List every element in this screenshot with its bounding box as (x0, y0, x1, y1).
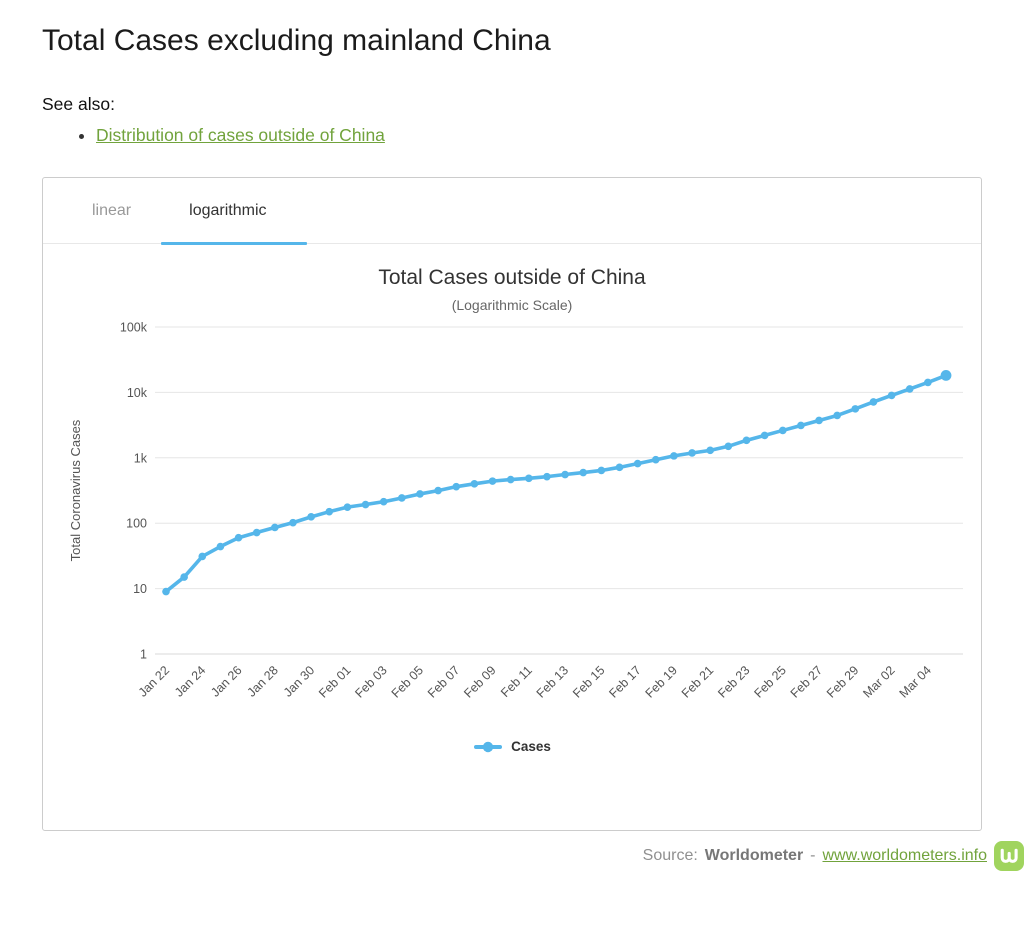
y-tick-label: 10k (127, 386, 148, 400)
x-tick-label: Jan 26 (208, 663, 244, 699)
x-tick-label: Jan 28 (245, 663, 281, 699)
data-point[interactable] (797, 421, 805, 430)
see-also-item: Distribution of cases outside of China (96, 125, 982, 146)
page-title: Total Cases excluding mainland China (42, 24, 551, 57)
data-point[interactable] (651, 455, 660, 464)
y-tick-label: 1 (140, 648, 147, 662)
data-point[interactable] (597, 466, 606, 475)
data-point[interactable] (162, 587, 170, 596)
y-axis-title: Total Coronavirus Cases (68, 419, 83, 561)
x-tick-label: Feb 23 (715, 663, 752, 700)
x-tick-label: Feb 17 (606, 663, 643, 700)
data-point[interactable] (851, 405, 860, 413)
x-tick-label: Feb 21 (679, 663, 716, 700)
chart-subtitle: (Logarithmic Scale) (451, 297, 573, 313)
x-tick-label: Feb 15 (570, 663, 607, 700)
data-point[interactable] (252, 528, 261, 537)
data-point[interactable] (633, 459, 642, 468)
data-point[interactable] (506, 475, 515, 484)
data-point[interactable] (543, 472, 551, 481)
data-point[interactable] (198, 552, 207, 561)
x-tick-label: Feb 13 (534, 663, 571, 700)
y-tick-label: 100 (126, 517, 147, 531)
source-separator: - (810, 847, 816, 864)
data-point[interactable] (434, 486, 442, 495)
data-point[interactable] (815, 416, 823, 425)
y-tick-label: 100k (120, 321, 148, 335)
data-point[interactable] (216, 542, 225, 551)
chart-title: Total Cases outside of China (378, 266, 646, 289)
active-tab-indicator (161, 242, 307, 245)
data-point[interactable] (488, 477, 497, 485)
x-tick-label: Feb 25 (751, 663, 788, 700)
x-tick-label: Feb 19 (643, 663, 680, 700)
data-point[interactable] (724, 442, 733, 451)
data-point[interactable] (670, 452, 678, 460)
see-also-link[interactable]: Distribution of cases outside of China (96, 125, 385, 145)
x-tick-label: Feb 07 (425, 663, 462, 700)
x-tick-label: Feb 27 (788, 663, 825, 700)
y-tick-label: 10 (133, 582, 147, 596)
data-point[interactable] (561, 470, 569, 479)
cases-line (164, 373, 948, 594)
data-point[interactable] (379, 497, 388, 506)
data-point[interactable] (579, 468, 588, 477)
x-tick-label: Feb 11 (498, 663, 535, 700)
x-tick-label: Jan 30 (281, 663, 317, 699)
y-tick-label: 1k (134, 451, 148, 465)
data-point[interactable] (289, 518, 297, 527)
data-point[interactable] (833, 411, 841, 420)
data-point[interactable] (525, 474, 533, 483)
legend-label: Cases (511, 739, 551, 754)
x-tick-label: Mar 02 (860, 663, 897, 700)
x-tick-label: Feb 05 (389, 663, 426, 700)
legend-line-marker-icon (474, 741, 503, 752)
source-label: Source: (642, 847, 698, 864)
data-point[interactable] (688, 449, 696, 457)
chart-card: linear logarithmic Total Cases outside o… (42, 177, 982, 831)
x-tick-label: Jan 24 (172, 663, 208, 699)
data-point[interactable] (778, 426, 787, 435)
see-also-label: See also: (42, 94, 115, 114)
x-tick-label: Feb 09 (461, 663, 498, 700)
source-name: Worldometer (704, 847, 804, 864)
x-tick-label: Mar 04 (897, 663, 934, 700)
legend-item-cases[interactable]: Cases (43, 739, 981, 754)
x-tick-label: Feb 03 (352, 663, 389, 700)
data-point[interactable] (307, 513, 315, 521)
data-point[interactable] (615, 463, 624, 472)
data-point[interactable] (416, 490, 424, 498)
x-tick-label: Feb 01 (316, 663, 353, 700)
worldometer-logo[interactable] (994, 841, 1024, 871)
data-point[interactable] (361, 500, 370, 509)
data-point[interactable] (760, 431, 769, 440)
x-tick-label: Feb 29 (824, 663, 861, 700)
data-point[interactable] (706, 446, 714, 455)
source-link[interactable]: www.worldometers.info (822, 847, 988, 864)
data-point[interactable] (470, 480, 479, 488)
data-point[interactable] (452, 482, 461, 491)
chart-svg: 1 10 100 1k 10k 100k Total Coronavirus Cases Ja… (68, 321, 963, 701)
data-point[interactable] (887, 391, 896, 400)
data-point[interactable] (234, 533, 243, 542)
x-tick-label: Jan 22 (136, 663, 172, 699)
data-point[interactable] (180, 573, 188, 581)
data-point[interactable] (343, 503, 352, 511)
data-point[interactable] (271, 523, 279, 532)
see-also-list: Distribution of cases outside of China (42, 125, 982, 146)
scale-tabs: linear logarithmic (43, 178, 981, 245)
page: Total Cases excluding mainland China See… (0, 0, 1024, 871)
source-line: Source: Worldometer - www.worldometers.i… (84, 841, 1024, 871)
tab-linear[interactable]: linear (92, 201, 132, 219)
data-point[interactable] (924, 378, 932, 387)
data-point[interactable] (905, 385, 914, 393)
worldometer-w-icon (1000, 848, 1018, 863)
tab-logarithmic[interactable]: logarithmic (189, 201, 267, 219)
data-point[interactable] (940, 369, 952, 381)
data-point[interactable] (742, 436, 751, 445)
data-point[interactable] (325, 507, 334, 516)
data-point[interactable] (869, 398, 878, 406)
data-point[interactable] (398, 494, 406, 502)
